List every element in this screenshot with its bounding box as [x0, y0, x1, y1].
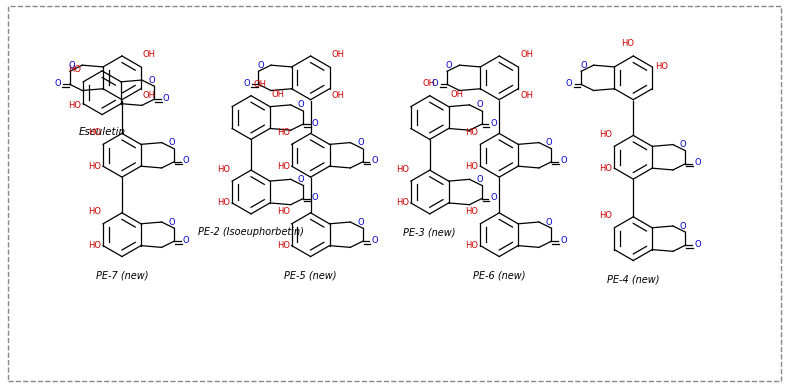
Text: OH: OH: [253, 80, 266, 89]
Text: O: O: [560, 156, 567, 165]
Text: O: O: [183, 236, 189, 245]
Text: O: O: [680, 140, 686, 149]
Text: Esculetin: Esculetin: [79, 127, 125, 137]
Text: O: O: [680, 221, 686, 231]
Text: OH: OH: [143, 50, 156, 59]
Text: HO: HO: [655, 62, 668, 72]
Text: O: O: [257, 61, 264, 70]
Text: HO: HO: [466, 162, 478, 171]
Text: HO: HO: [88, 241, 101, 250]
Text: OH: OH: [331, 91, 345, 100]
Text: O: O: [546, 138, 552, 147]
Text: OH: OH: [520, 50, 533, 59]
Text: PE-4 (new): PE-4 (new): [607, 274, 660, 284]
Text: O: O: [169, 217, 175, 226]
Text: O: O: [312, 118, 319, 127]
Text: HO: HO: [88, 207, 101, 216]
Text: HO: HO: [277, 241, 290, 250]
Text: HO: HO: [466, 207, 478, 216]
Text: HO: HO: [600, 164, 612, 173]
Text: PE-6 (new): PE-6 (new): [473, 270, 525, 280]
Text: HO: HO: [88, 162, 101, 171]
Text: O: O: [372, 156, 378, 165]
Text: O: O: [566, 79, 573, 88]
Text: HO: HO: [396, 164, 409, 174]
Text: O: O: [491, 193, 497, 202]
Text: OH: OH: [143, 91, 156, 100]
Text: O: O: [169, 138, 175, 147]
Text: O: O: [54, 79, 61, 88]
Text: HO: HO: [277, 162, 290, 171]
Text: O: O: [546, 217, 552, 226]
Text: OH: OH: [331, 50, 345, 59]
Text: O: O: [491, 118, 497, 127]
Text: HO: HO: [277, 128, 290, 137]
Text: O: O: [477, 175, 483, 184]
Text: O: O: [149, 75, 155, 85]
Text: O: O: [694, 158, 701, 167]
Text: O: O: [560, 236, 567, 245]
Text: HO: HO: [217, 199, 230, 207]
Text: HO: HO: [88, 128, 101, 137]
Text: O: O: [163, 94, 170, 103]
Text: OH: OH: [422, 79, 436, 88]
Text: PE-7 (new): PE-7 (new): [95, 270, 148, 280]
Text: PE-2 (Isoeuphorbetin): PE-2 (Isoeuphorbetin): [198, 228, 304, 237]
Text: O: O: [372, 236, 378, 245]
Text: O: O: [69, 61, 76, 70]
Text: HO: HO: [68, 101, 81, 110]
Text: O: O: [477, 100, 483, 110]
Text: O: O: [357, 217, 364, 226]
Text: HO: HO: [621, 39, 634, 48]
Text: OH: OH: [451, 90, 464, 99]
Text: PE-3 (new): PE-3 (new): [403, 228, 456, 237]
Text: HO: HO: [277, 207, 290, 216]
Text: OH: OH: [520, 91, 533, 100]
Text: O: O: [297, 175, 305, 184]
Text: HO: HO: [466, 241, 478, 250]
Text: O: O: [297, 100, 305, 110]
Text: HO: HO: [466, 128, 478, 137]
Text: HO: HO: [600, 211, 612, 220]
Text: OH: OH: [272, 90, 285, 99]
Text: O: O: [446, 61, 453, 70]
Text: O: O: [243, 79, 250, 88]
Text: O: O: [580, 61, 587, 70]
Text: O: O: [357, 138, 364, 147]
Text: HO: HO: [217, 164, 230, 174]
Text: HO: HO: [600, 130, 612, 139]
Text: O: O: [183, 156, 189, 165]
Text: O: O: [694, 240, 701, 248]
Text: HO: HO: [68, 65, 81, 74]
Text: PE-5 (new): PE-5 (new): [284, 270, 337, 280]
Text: O: O: [432, 79, 439, 88]
Text: HO: HO: [396, 199, 409, 207]
Text: O: O: [312, 193, 319, 202]
